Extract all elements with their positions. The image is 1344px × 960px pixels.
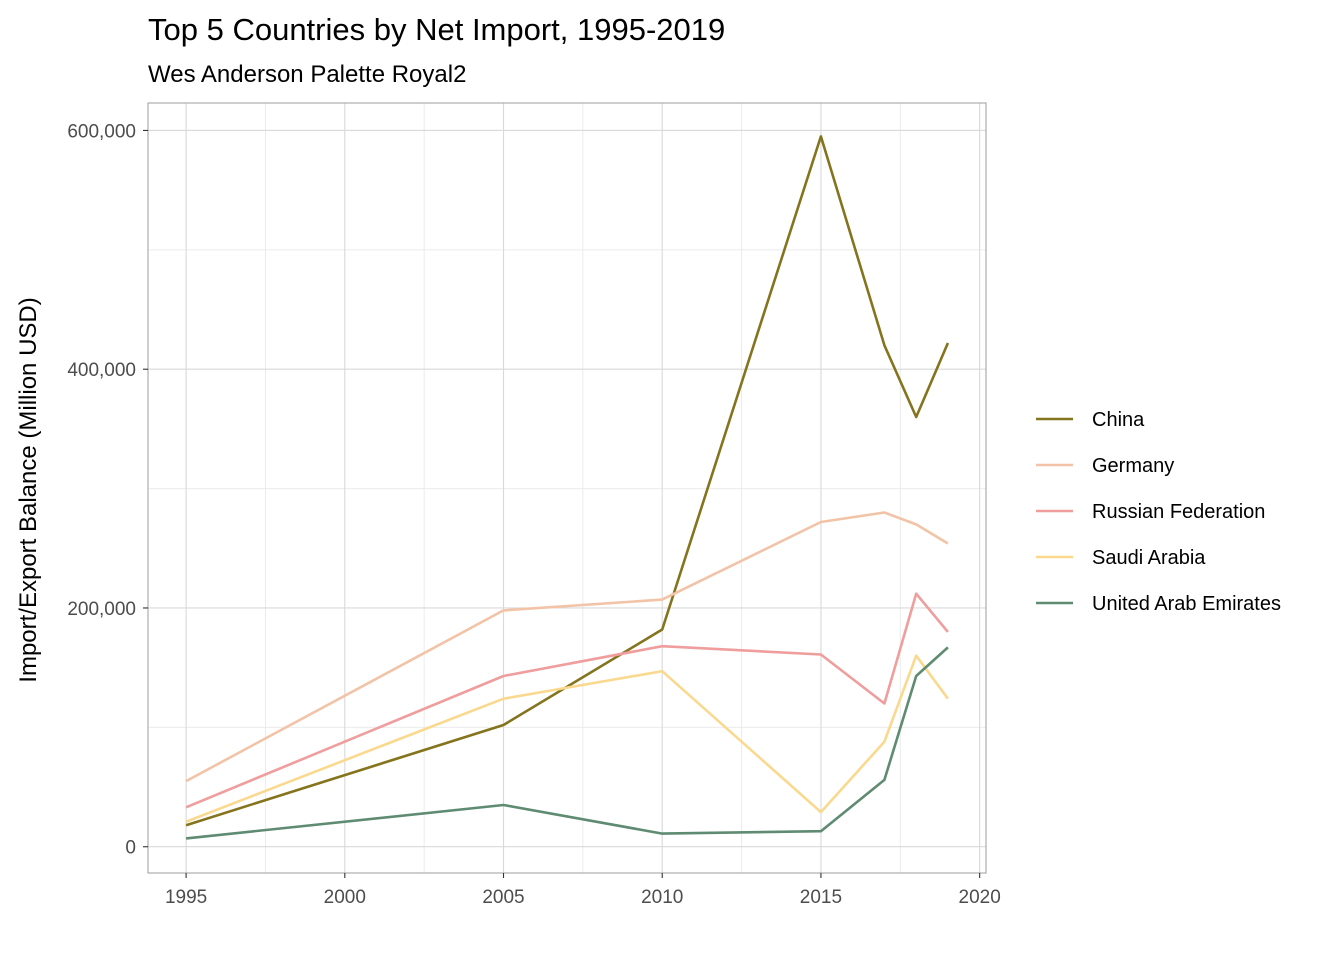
y-tick-label: 600,000 (67, 121, 136, 142)
y-tick-label: 200,000 (67, 599, 136, 620)
legend-label-germany: Germany (1092, 455, 1174, 477)
plot-area: 1995 2000 2005 2010 2015 2020 0 200,000 400,000 6… (67, 102, 1001, 908)
series-line-united-arab-emirates (185, 646, 949, 840)
x-tick-label: 2015 (800, 887, 842, 908)
legend-label-saudi-arabia: Saudi Arabia (1092, 547, 1206, 569)
y-axis-title: Import/Export Balance (Million USD) (15, 297, 42, 682)
chart-subtitle: Wes Anderson Palette Royal2 (148, 61, 466, 88)
legend: China Germany Russian Federation Saudi Arab… (1036, 409, 1281, 615)
y-tick-label: 400,000 (67, 360, 136, 381)
x-tick-label: 1995 (165, 887, 207, 908)
series-line-germany (185, 511, 949, 783)
legend-label-russian-federation: Russian Federation (1092, 501, 1265, 523)
y-tick-label: 0 (125, 838, 136, 859)
series-line-china (185, 135, 950, 827)
chart-title: Top 5 Countries by Net Import, 1995-2019 (148, 12, 725, 47)
series-line-russian-federation (185, 592, 949, 809)
x-tick-label: 2005 (482, 887, 524, 908)
x-tick-label: 2020 (959, 887, 1001, 908)
legend-label-china: China (1092, 409, 1145, 431)
series-line-saudi-arabia (185, 654, 949, 823)
x-tick-label: 2000 (324, 887, 366, 908)
legend-label-united-arab-emirates: United Arab Emirates (1092, 593, 1281, 615)
panel-border (147, 102, 987, 874)
x-tick-label: 2010 (641, 887, 683, 908)
